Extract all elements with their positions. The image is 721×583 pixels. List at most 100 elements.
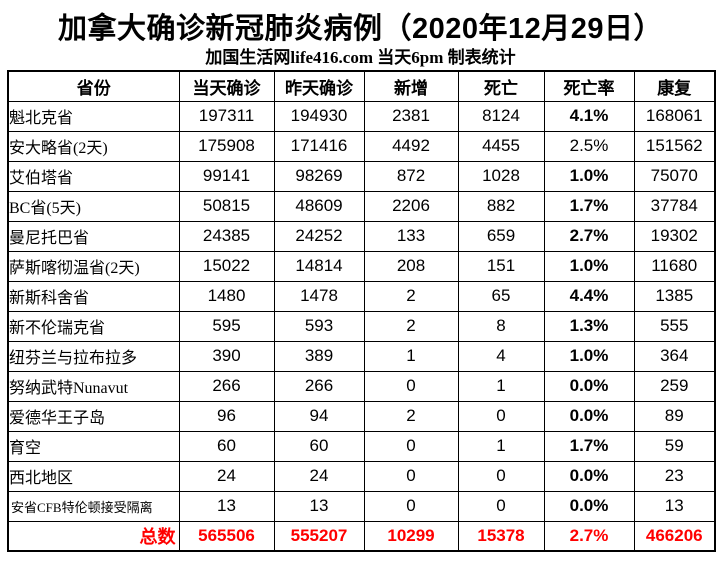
cell-today: 13 <box>178 490 275 522</box>
cell-recovered: 37784 <box>633 190 716 222</box>
cell-recovered: 23 <box>633 460 716 492</box>
table-row-yukon: 育空 60 60 0 1 1.7% 59 <box>7 430 716 462</box>
cell-today: 50815 <box>178 190 275 222</box>
table-row-ontario: 安大略省(2天) 175908 171416 4492 4455 2.5% 15… <box>7 130 716 162</box>
table-row-alberta: 艾伯塔省 99141 98269 872 1028 1.0% 75070 <box>7 160 716 192</box>
cell-province: 努纳武特Nunavut <box>7 370 180 402</box>
header-province: 省份 <box>7 70 180 102</box>
cell-today: 1480 <box>178 280 275 312</box>
header-new-cases: 新增 <box>363 70 459 102</box>
cell-recovered: 19302 <box>633 220 716 252</box>
cell-recovered: 168061 <box>633 100 716 132</box>
cell-deaths: 4 <box>457 340 545 372</box>
cell-deaths: 1 <box>457 430 545 462</box>
cell-death-rate: 2.7% <box>543 220 635 252</box>
table-row-pei: 爱德华王子岛 96 94 2 0 0.0% 89 <box>7 400 716 432</box>
table-row-new-brunswick: 新不伦瑞克省 595 593 2 8 1.3% 555 <box>7 310 716 342</box>
table-row-nova-scotia: 新斯科舍省 1480 1478 2 65 4.4% 1385 <box>7 280 716 312</box>
cell-new: 0 <box>363 460 459 492</box>
cell-recovered: 75070 <box>633 160 716 192</box>
cell-deaths: 4455 <box>457 130 545 162</box>
cell-today: 175908 <box>178 130 275 162</box>
cell-province: BC省(5天) <box>7 190 180 222</box>
cell-province: 爱德华王子岛 <box>7 400 180 432</box>
total-today: 565506 <box>178 520 275 552</box>
cell-today: 96 <box>178 400 275 432</box>
cell-recovered: 259 <box>633 370 716 402</box>
cell-death-rate: 1.3% <box>543 310 635 342</box>
cell-new: 2206 <box>363 190 459 222</box>
cell-new: 208 <box>363 250 459 282</box>
cell-death-rate: 1.0% <box>543 340 635 372</box>
cell-today: 60 <box>178 430 275 462</box>
page-title: 加拿大确诊新冠肺炎病例（2020年12月29日） <box>57 13 664 45</box>
cell-death-rate: 0.0% <box>543 370 635 402</box>
cell-yesterday: 14814 <box>273 250 365 282</box>
cell-province: 西北地区 <box>7 460 180 492</box>
cell-province: 新斯科舍省 <box>7 280 180 312</box>
cell-today: 595 <box>178 310 275 342</box>
cell-yesterday: 48609 <box>273 190 365 222</box>
table-row-nwt: 西北地区 24 24 0 0 0.0% 23 <box>7 460 716 492</box>
cell-new: 1 <box>363 340 459 372</box>
cell-recovered: 11680 <box>633 250 716 282</box>
table-row-cfb-trenton: 安省CFB特伦顿接受隔离 13 13 0 0 0.0% 13 <box>7 490 716 522</box>
cell-death-rate: 1.0% <box>543 160 635 192</box>
cell-deaths: 8 <box>457 310 545 342</box>
header-recovered: 康复 <box>633 70 716 102</box>
cell-recovered: 13 <box>633 490 716 522</box>
cell-new: 2 <box>363 400 459 432</box>
total-recovered: 466206 <box>633 520 716 552</box>
cell-recovered: 1385 <box>633 280 716 312</box>
cell-yesterday: 266 <box>273 370 365 402</box>
cell-deaths: 659 <box>457 220 545 252</box>
cell-yesterday: 98269 <box>273 160 365 192</box>
cell-death-rate: 4.4% <box>543 280 635 312</box>
covid-stats-table: 省份 当天确诊 昨天确诊 新增 死亡 死亡率 康复 魁北克省 197311 19… <box>7 70 716 552</box>
total-deaths: 15378 <box>457 520 545 552</box>
cell-death-rate: 0.0% <box>543 460 635 492</box>
cell-province: 魁北克省 <box>7 100 180 132</box>
cell-deaths: 882 <box>457 190 545 222</box>
cell-new: 2381 <box>363 100 459 132</box>
header-deaths: 死亡 <box>457 70 545 102</box>
cell-deaths: 8124 <box>457 100 545 132</box>
total-yesterday: 555207 <box>273 520 365 552</box>
cell-death-rate: 4.1% <box>543 100 635 132</box>
cell-new: 872 <box>363 160 459 192</box>
cell-new: 0 <box>363 370 459 402</box>
cell-death-rate: 1.7% <box>543 190 635 222</box>
page-subtitle: 加国生活网life416.com 当天6pm 制表统计 <box>205 48 516 67</box>
table-row-saskatchewan: 萨斯喀彻温省(2天) 15022 14814 208 151 1.0% 1168… <box>7 250 716 282</box>
cell-yesterday: 389 <box>273 340 365 372</box>
cell-province: 育空 <box>7 430 180 462</box>
cell-yesterday: 24 <box>273 460 365 492</box>
cell-today: 197311 <box>178 100 275 132</box>
cell-province: 艾伯塔省 <box>7 160 180 192</box>
cell-province: 安省CFB特伦顿接受隔离 <box>7 490 180 522</box>
cell-yesterday: 593 <box>273 310 365 342</box>
cell-province: 曼尼托巴省 <box>7 220 180 252</box>
cell-recovered: 364 <box>633 340 716 372</box>
total-new: 10299 <box>363 520 459 552</box>
table-row-quebec: 魁北克省 197311 194930 2381 8124 4.1% 168061 <box>7 100 716 132</box>
header-today-confirmed: 当天确诊 <box>178 70 275 102</box>
cell-province: 萨斯喀彻温省(2天) <box>7 250 180 282</box>
cell-new: 4492 <box>363 130 459 162</box>
cell-death-rate: 0.0% <box>543 490 635 522</box>
cell-yesterday: 60 <box>273 430 365 462</box>
cell-province: 安大略省(2天) <box>7 130 180 162</box>
cell-new: 133 <box>363 220 459 252</box>
table-row-nunavut: 努纳武特Nunavut 266 266 0 1 0.0% 259 <box>7 370 716 402</box>
cell-new: 0 <box>363 430 459 462</box>
cell-today: 266 <box>178 370 275 402</box>
cell-recovered: 59 <box>633 430 716 462</box>
cell-deaths: 0 <box>457 460 545 492</box>
table-row-manitoba: 曼尼托巴省 24385 24252 133 659 2.7% 19302 <box>7 220 716 252</box>
cell-death-rate: 2.5% <box>543 130 635 162</box>
cell-today: 390 <box>178 340 275 372</box>
cell-province: 纽芬兰与拉布拉多 <box>7 340 180 372</box>
header-row: 省份 当天确诊 昨天确诊 新增 死亡 死亡率 康复 <box>7 70 716 102</box>
cell-death-rate: 0.0% <box>543 400 635 432</box>
header-death-rate: 死亡率 <box>543 70 635 102</box>
